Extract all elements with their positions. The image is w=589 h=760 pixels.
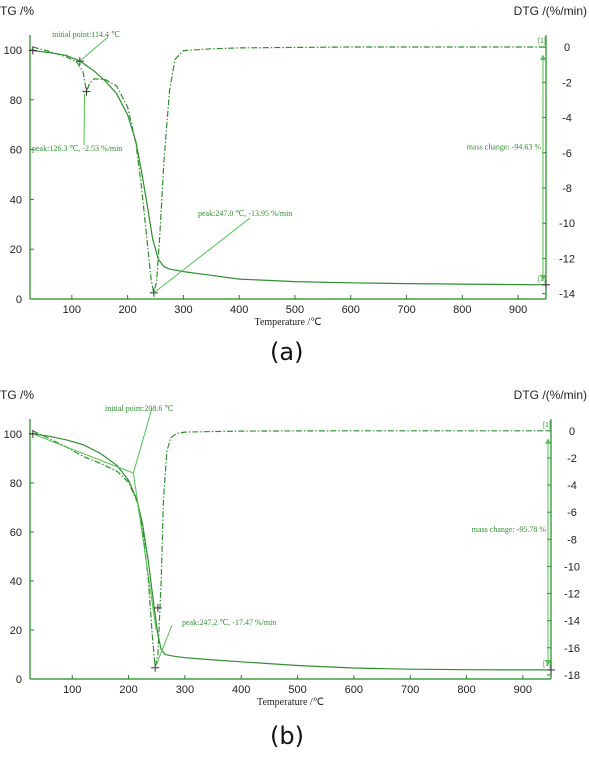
peak2-leader [153, 217, 251, 294]
x-tick-label: 700 [397, 304, 415, 316]
mass-change-arrowhead [545, 438, 551, 444]
x-axis-label: Temperature /℃ [255, 317, 322, 328]
x-tick-label: 900 [509, 304, 527, 316]
y-tick-label: 40 [10, 576, 22, 588]
y2-axis-label: DTG /(%/min) [514, 4, 587, 18]
x-tick-label: 500 [288, 684, 306, 696]
x-tick-label: 300 [176, 684, 194, 696]
x-tick-label: 300 [174, 304, 192, 316]
initial-point-leader [132, 407, 153, 474]
panel-label-a: (a) [270, 338, 304, 366]
y2-tick-label: -12 [559, 253, 575, 265]
y2-tick-label: -16 [564, 643, 580, 655]
x-tick-label: 800 [453, 304, 471, 316]
initial-point-leader [79, 36, 109, 62]
panel-label-b: (b) [270, 722, 304, 750]
x-tick-label: 100 [63, 304, 81, 316]
y2-tick-label: -8 [567, 534, 577, 546]
y2-tick-label: 0 [564, 42, 570, 54]
mass-change-label: mass change: -94.63 % [467, 143, 542, 152]
y2-tick-label: -18 [564, 670, 580, 682]
x-tick-label: 200 [118, 304, 136, 316]
y2-tick-label: -4 [567, 480, 577, 492]
peak-label: peak:247.2 ℃, -17.47 %/min [182, 618, 276, 627]
mass-change-label: mass change: -95.78 % [472, 525, 547, 534]
peak2-label: peak:247.0 ℃, -13.95 %/min [198, 209, 292, 218]
x-tick-label: 200 [119, 684, 137, 696]
peak1-leader [83, 93, 86, 146]
series-marker-label: [1] [538, 38, 546, 45]
dtg-curve [32, 46, 546, 293]
x-tick-label: 600 [345, 684, 363, 696]
y2-axis-label: DTG /(%/min) [514, 388, 587, 402]
mass-change-arrowhead [540, 274, 546, 280]
y-tick-label: 100 [4, 45, 22, 57]
y-tick-label: 0 [16, 674, 22, 686]
y2-tick-label: -2 [567, 453, 577, 465]
initial-point-tangent [132, 472, 157, 631]
x-tick-label: 900 [514, 684, 532, 696]
tg-curve [32, 433, 551, 671]
tg-curve [32, 49, 547, 286]
y-tick-label: 60 [10, 145, 22, 157]
y-axis-label: TG /% [0, 388, 34, 402]
initial-point-tangent [35, 434, 134, 474]
x-tick-label: 400 [232, 684, 250, 696]
y-tick-label: 100 [4, 429, 22, 441]
y2-tick-label: -2 [562, 77, 572, 89]
peak-leader [154, 624, 173, 668]
y-tick-label: 20 [10, 625, 22, 637]
series-marker-label: [1] [538, 276, 546, 283]
dtg-curve [32, 430, 551, 668]
y2-tick-label: -12 [564, 589, 580, 601]
y-tick-label: 60 [10, 527, 22, 539]
x-tick-label: 400 [230, 304, 248, 316]
y2-tick-label: -6 [562, 148, 572, 160]
x-axis-label: Temperature /℃ [257, 697, 324, 708]
mass-change-arrowhead [545, 660, 551, 666]
series-marker-label: [1] [543, 661, 551, 668]
y-tick-label: 20 [10, 244, 22, 256]
y2-tick-label: 0 [569, 426, 575, 438]
peak1-label: peak:126.3 ℃, -2.53 %/min [32, 144, 122, 153]
x-tick-label: 800 [457, 684, 475, 696]
initial-point-label: initial point:208.6 ℃ [105, 404, 173, 413]
initial-point-label: initial point:114.4 ℃ [52, 30, 120, 39]
y2-tick-label: -8 [562, 183, 572, 195]
y2-tick-label: -10 [564, 561, 580, 573]
y-tick-label: 80 [10, 95, 22, 107]
series-marker-label: [1] [543, 422, 551, 429]
y2-tick-label: -6 [567, 507, 577, 519]
y2-tick-label: -4 [562, 113, 572, 125]
y2-tick-label: -14 [559, 289, 575, 301]
y-tick-label: 80 [10, 478, 22, 490]
y-axis-label: TG /% [0, 4, 34, 18]
x-tick-label: 500 [286, 304, 304, 316]
y-tick-label: 40 [10, 194, 22, 206]
x-tick-label: 700 [401, 684, 419, 696]
y2-tick-label: -10 [559, 218, 575, 230]
x-tick-label: 600 [342, 304, 360, 316]
y2-tick-label: -14 [564, 616, 580, 628]
mass-change-arrowhead [540, 54, 546, 60]
x-tick-label: 100 [63, 684, 81, 696]
y-tick-label: 0 [16, 294, 22, 306]
